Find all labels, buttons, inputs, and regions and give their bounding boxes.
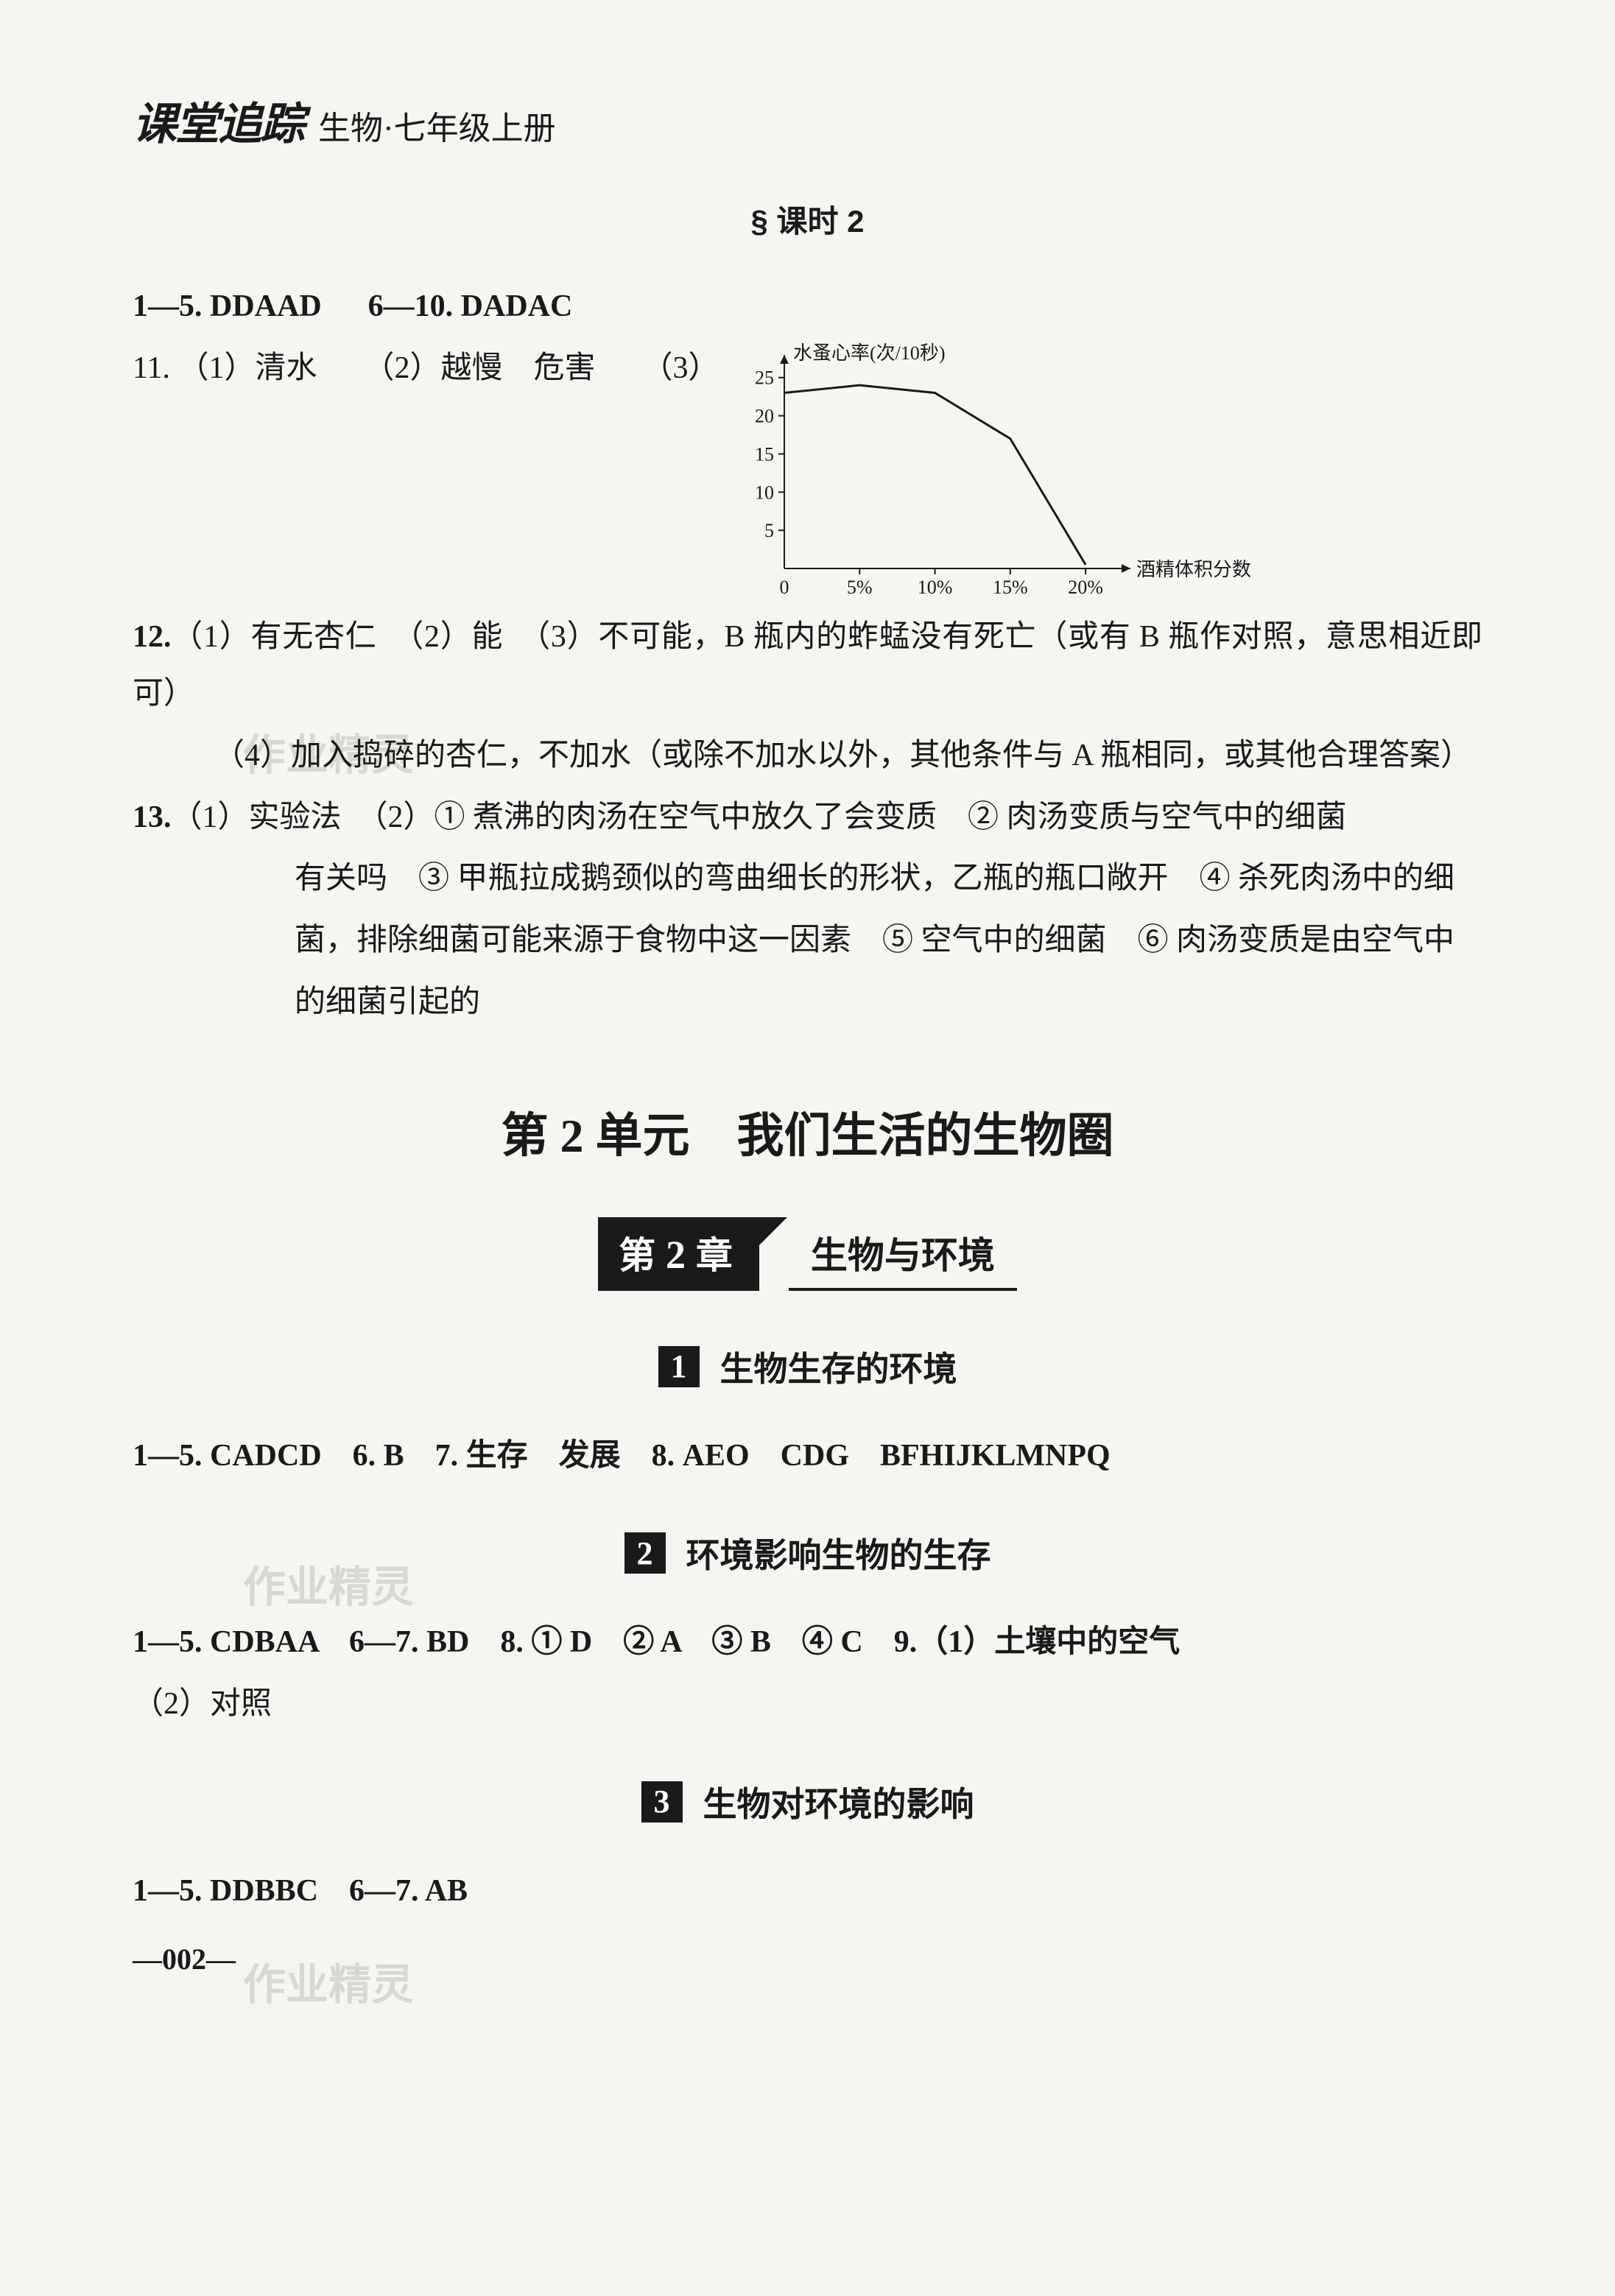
sec2-ans-a-text: 1—5. CDBAA 6—7. BD 8. ① D ② A ③ B ④ C 9.… (133, 1625, 1180, 1659)
section-3-header: 3 生物对环境的影响 (133, 1778, 1482, 1826)
section-1-answers: 1—5. CADCD 6. B 7. 生存 发展 8. AEO CDG BFHI… (133, 1428, 1482, 1485)
q12a-text: （1）有无杏仁 （2）能 （3）不可能，B 瓶内的蚱蜢没有死亡（或有 B 瓶作对… (133, 620, 1482, 711)
chapter-prefix: 第 (619, 1235, 655, 1276)
chapter-tab: 第 2 章 (598, 1217, 759, 1291)
q11-2: （2）越慢 危害 (363, 351, 595, 385)
section-2-header: 2 环境影响生物的生存 (133, 1529, 1482, 1577)
answers-line-1: 1—5. DDAAD 6—10. DADAC (133, 278, 1482, 336)
section-2-num: 2 (624, 1532, 666, 1574)
q11-3: （3） (642, 351, 719, 385)
logo-title: 课堂追踪 (133, 88, 303, 152)
svg-text:5: 5 (764, 520, 774, 541)
svg-text:15%: 15% (993, 577, 1028, 598)
section-1-num: 1 (658, 1346, 700, 1387)
svg-text:25: 25 (755, 367, 774, 388)
q11-1: （1）清水 (177, 351, 317, 385)
q11-prefix: 11. (133, 351, 170, 385)
q12-line2: （4）加入捣碎的杏仁，不加水（或除不加水以外，其他条件与 A 瓶相同，或其他合理… (133, 728, 1482, 785)
svg-text:15: 15 (755, 443, 774, 465)
svg-text:0: 0 (779, 577, 789, 598)
q11-row: 11. （1）清水 （2）越慢 危害 （3） 5 10 15 20 25 0 5% 10% 15… (133, 340, 1482, 609)
lesson-header: § 课时 2 (133, 197, 1482, 242)
chapter-suffix: 章 (696, 1235, 733, 1276)
book-subtitle: 生物·七年级上册 (318, 102, 556, 149)
q13-line3: 菌，排除细菌可能来源于食物中这一因素 ⑤ 空气中的细菌 ⑥ 肉汤变质是由空气中 (133, 912, 1482, 970)
svg-text:酒精体积分数: 酒精体积分数 (1136, 559, 1251, 580)
sec1-ans-text: 1—5. CADCD 6. B 7. 生存 发展 8. AEO CDG BFHI… (133, 1439, 1111, 1473)
q13-line1: 13.（1）实验法 （2）① 煮沸的肉汤在空气中放久了会变质 ② 肉汤变质与空气… (133, 789, 1482, 847)
q1-5: 1—5. DDAAD (133, 289, 322, 323)
section-3-answers: 1—5. DDBBC 6—7. AB (133, 1863, 1482, 1920)
section-2-answers-a: 1—5. CDBAA 6—7. BD 8. ① D ② A ③ B ④ C 9.… (133, 1614, 1482, 1672)
section-3-label: 生物对环境的影响 (703, 1778, 974, 1826)
chapter-header: 第 2 章 生物与环境 (133, 1217, 1482, 1291)
chapter-num: 2 (666, 1233, 686, 1277)
unit-title: 第 2 单元 我们生活的生物圈 (133, 1098, 1482, 1166)
q13-line4: 的细菌引起的 (133, 974, 1482, 1032)
heart-rate-chart: 5 10 15 20 25 0 5% 10% 15% 20% 水蚤心率(次/10秒) 酒精体积分数 (733, 340, 1263, 609)
q13a-text: （1）实验法 （2）① 煮沸的肉汤在空气中放久了会变质 ② 肉汤变质与空气中的细… (172, 800, 1347, 834)
svg-text:10%: 10% (917, 577, 952, 598)
section-1-label: 生物生存的环境 (720, 1342, 957, 1391)
svg-text:水蚤心率(次/10秒): 水蚤心率(次/10秒) (793, 342, 946, 364)
section-3-num: 3 (641, 1781, 683, 1823)
sec3-ans-text: 1—5. DDBBC 6—7. AB (133, 1874, 468, 1908)
book-header: 课堂追踪 生物·七年级上册 (133, 88, 1482, 152)
section-1-header: 1 生物生存的环境 (133, 1342, 1482, 1391)
q12-line1: 12.（1）有无杏仁 （2）能 （3）不可能，B 瓶内的蚱蜢没有死亡（或有 B … (133, 609, 1482, 723)
section-2-label: 环境影响生物的生存 (686, 1529, 991, 1577)
q13-line2: 有关吗 ③ 甲瓶拉成鹅颈似的弯曲细长的形状，乙瓶的瓶口敞开 ④ 杀死肉汤中的细 (133, 851, 1482, 908)
svg-text:20%: 20% (1068, 577, 1103, 598)
section-2-answers-b: （2）对照 (133, 1676, 1482, 1733)
page-number: —002— (133, 1942, 1482, 1976)
q6-10: 6—10. DADAC (368, 289, 573, 323)
svg-text:20: 20 (755, 405, 774, 426)
svg-text:5%: 5% (846, 577, 872, 598)
svg-text:10: 10 (755, 482, 774, 503)
chapter-label: 生物与环境 (789, 1217, 1017, 1291)
